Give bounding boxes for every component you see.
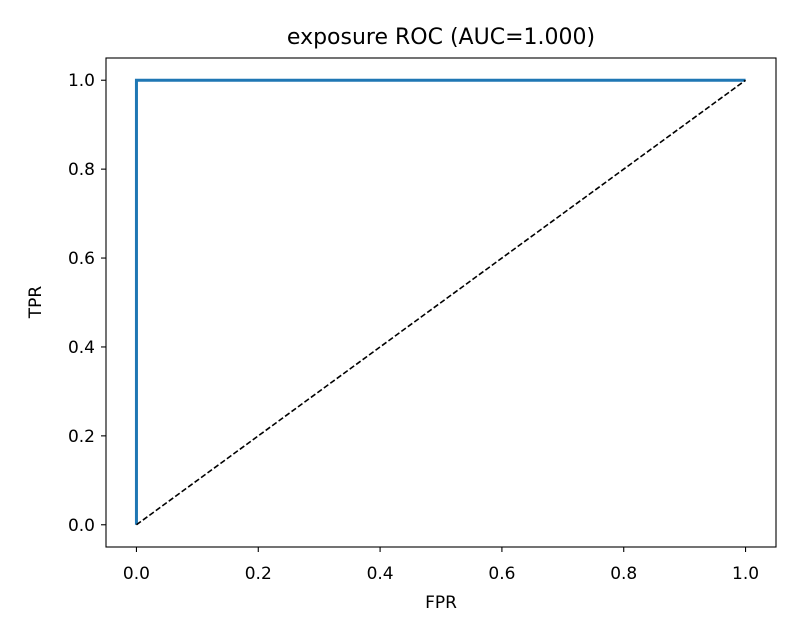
plot-area bbox=[134, 78, 747, 526]
y-tick-label: 0.4 bbox=[68, 338, 95, 358]
x-tick-label: 0.6 bbox=[488, 564, 515, 584]
x-axis-label: FPR bbox=[425, 593, 457, 613]
roc-curve-line bbox=[134, 78, 746, 525]
y-tick-label: 0.6 bbox=[68, 249, 95, 269]
chart-title: exposure ROC (AUC=1.000) bbox=[287, 25, 595, 50]
chance-diagonal-line bbox=[135, 79, 747, 526]
x-axis: 0.0 0.2 0.4 0.6 0.8 1.0 bbox=[123, 547, 759, 584]
y-tick-label: 0.8 bbox=[68, 160, 95, 180]
plot-frame bbox=[105, 57, 777, 548]
x-tick-label: 0.4 bbox=[367, 564, 394, 584]
y-axis: 0.0 0.2 0.4 0.6 0.8 1.0 bbox=[68, 71, 106, 536]
x-tick-label: 0.0 bbox=[123, 564, 150, 584]
y-tick-label: 1.0 bbox=[68, 71, 95, 91]
y-axis-label: TPR bbox=[26, 286, 46, 320]
x-tick-label: 1.0 bbox=[732, 564, 759, 584]
y-tick-label: 0.2 bbox=[68, 427, 95, 447]
y-tick-label: 0.0 bbox=[68, 516, 95, 536]
x-tick-label: 0.8 bbox=[610, 564, 637, 584]
x-tick-label: 0.2 bbox=[245, 564, 272, 584]
